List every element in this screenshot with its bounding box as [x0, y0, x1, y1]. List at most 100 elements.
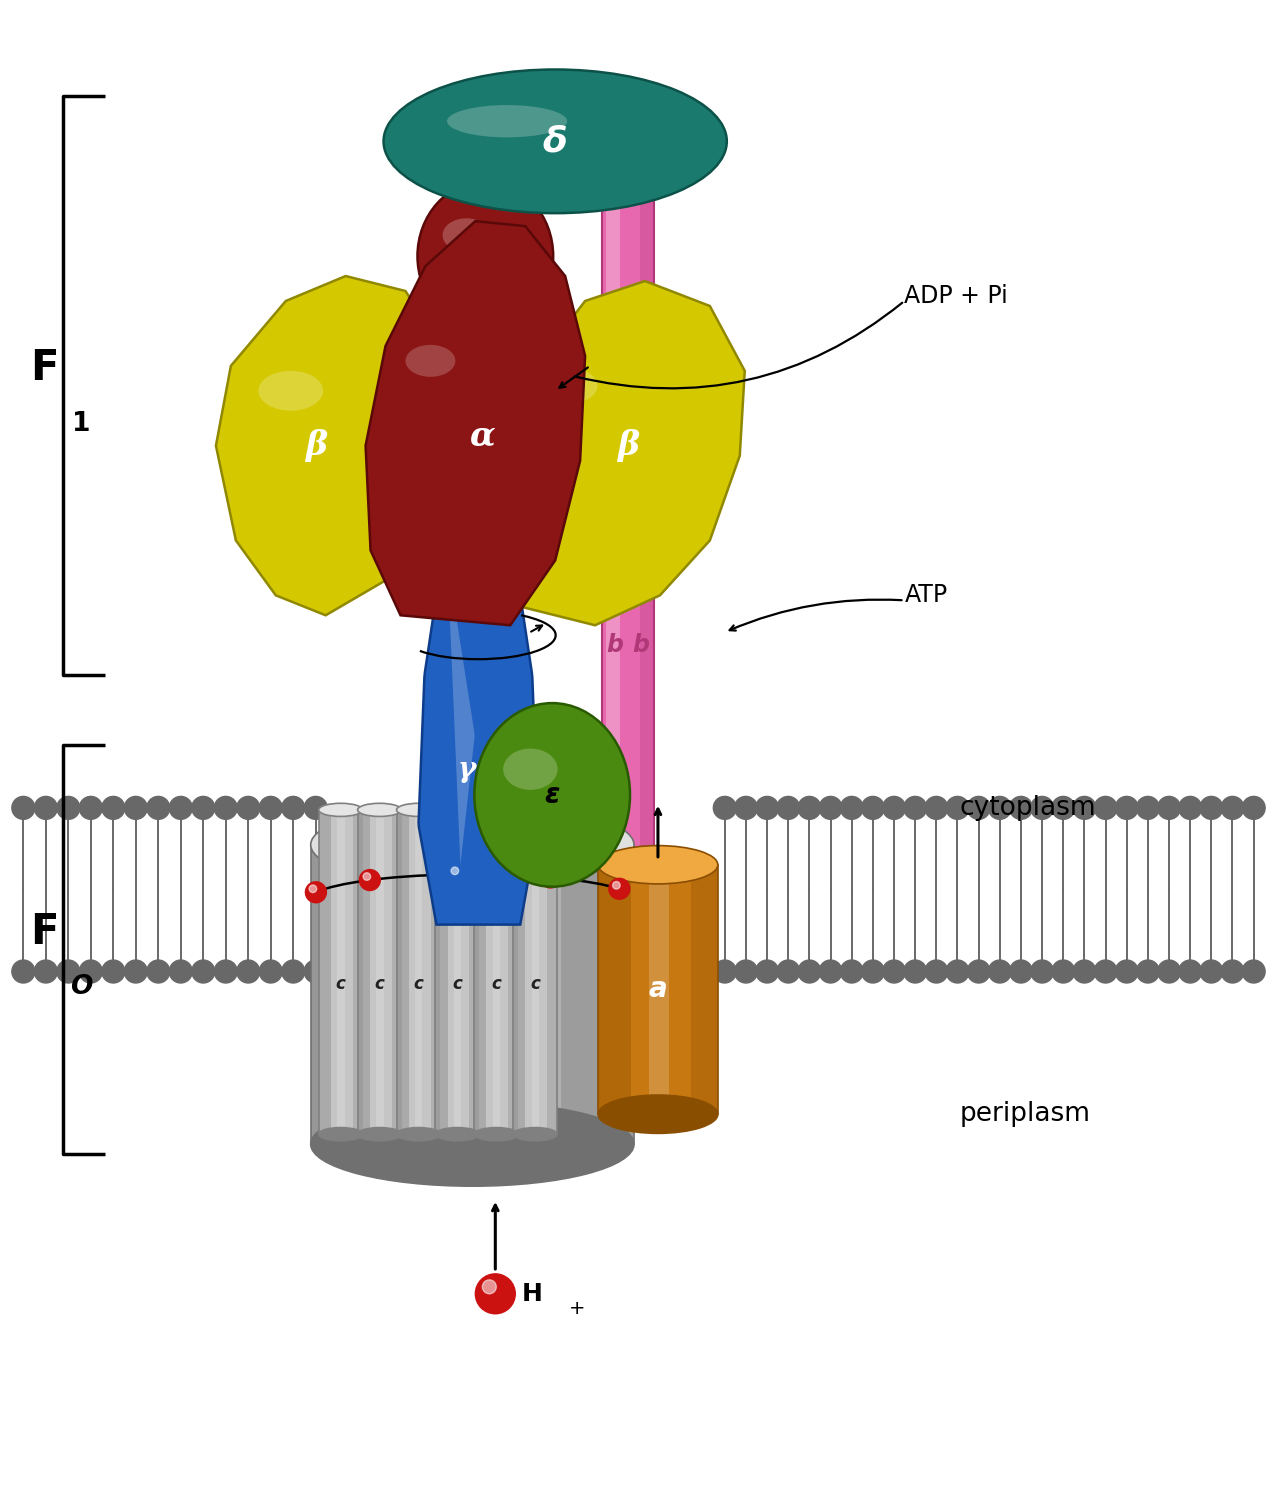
Circle shape	[862, 960, 885, 982]
Circle shape	[1221, 796, 1244, 819]
Ellipse shape	[383, 69, 727, 213]
Circle shape	[1200, 796, 1223, 819]
Circle shape	[281, 960, 304, 982]
Circle shape	[612, 882, 620, 890]
Ellipse shape	[358, 804, 401, 816]
Circle shape	[1221, 960, 1244, 982]
Circle shape	[11, 960, 34, 982]
Text: c: c	[491, 975, 502, 993]
Circle shape	[1051, 796, 1074, 819]
Polygon shape	[435, 810, 480, 1134]
Circle shape	[169, 796, 192, 819]
Circle shape	[1051, 960, 1074, 982]
Polygon shape	[691, 864, 718, 1114]
Circle shape	[1200, 960, 1223, 982]
Circle shape	[1031, 796, 1054, 819]
Polygon shape	[493, 810, 500, 1134]
Ellipse shape	[418, 182, 554, 332]
Polygon shape	[353, 810, 363, 1134]
Polygon shape	[649, 864, 668, 1114]
Circle shape	[756, 796, 779, 819]
Circle shape	[1242, 960, 1265, 982]
Circle shape	[819, 796, 841, 819]
Polygon shape	[318, 810, 363, 1134]
Ellipse shape	[513, 1128, 558, 1140]
Circle shape	[304, 796, 327, 819]
Circle shape	[988, 960, 1011, 982]
Circle shape	[363, 873, 370, 880]
Polygon shape	[447, 561, 475, 864]
Circle shape	[146, 796, 169, 819]
Ellipse shape	[311, 1102, 634, 1186]
Circle shape	[882, 960, 905, 982]
Ellipse shape	[318, 804, 363, 816]
Circle shape	[11, 796, 34, 819]
Circle shape	[304, 960, 327, 982]
Polygon shape	[435, 810, 448, 1134]
Circle shape	[540, 867, 561, 888]
Polygon shape	[365, 220, 586, 626]
Circle shape	[756, 960, 779, 982]
Circle shape	[840, 796, 863, 819]
Circle shape	[214, 960, 237, 982]
Circle shape	[1157, 796, 1180, 819]
Circle shape	[34, 796, 57, 819]
Circle shape	[608, 879, 630, 900]
Polygon shape	[513, 810, 526, 1134]
Polygon shape	[475, 810, 486, 1134]
Text: c: c	[452, 975, 462, 993]
Ellipse shape	[311, 802, 634, 886]
Text: F: F	[29, 910, 59, 952]
Circle shape	[359, 870, 381, 891]
Polygon shape	[358, 810, 369, 1134]
Text: b: b	[633, 633, 649, 657]
Circle shape	[1073, 960, 1096, 982]
Ellipse shape	[513, 804, 558, 816]
Circle shape	[882, 796, 905, 819]
Circle shape	[1094, 960, 1116, 982]
Circle shape	[475, 1274, 516, 1314]
Circle shape	[281, 796, 304, 819]
Circle shape	[1009, 796, 1032, 819]
Polygon shape	[454, 810, 461, 1134]
Polygon shape	[396, 810, 440, 1134]
Circle shape	[1073, 796, 1096, 819]
Circle shape	[1179, 960, 1202, 982]
Text: a: a	[648, 975, 667, 1004]
Text: δ: δ	[542, 124, 568, 159]
Polygon shape	[508, 810, 518, 1134]
Text: β: β	[617, 429, 639, 462]
Circle shape	[1137, 796, 1160, 819]
Text: cytoplasm: cytoplasm	[960, 795, 1096, 820]
Circle shape	[237, 960, 260, 982]
Circle shape	[57, 796, 80, 819]
Polygon shape	[448, 844, 502, 1144]
Text: O: O	[70, 975, 93, 1000]
Polygon shape	[513, 810, 558, 1134]
Text: c: c	[531, 975, 540, 993]
Polygon shape	[505, 280, 745, 626]
Polygon shape	[598, 864, 718, 1114]
Ellipse shape	[435, 804, 480, 816]
Text: F: F	[29, 346, 59, 388]
Polygon shape	[547, 810, 558, 1134]
Ellipse shape	[475, 704, 630, 886]
Text: γ: γ	[457, 756, 476, 783]
Circle shape	[306, 882, 326, 903]
Circle shape	[735, 960, 757, 982]
Circle shape	[1115, 796, 1138, 819]
Polygon shape	[640, 147, 654, 939]
Text: periplasm: periplasm	[960, 1101, 1090, 1126]
Circle shape	[260, 960, 283, 982]
Circle shape	[777, 796, 799, 819]
Ellipse shape	[542, 369, 597, 404]
Text: +: +	[569, 1299, 586, 1318]
Circle shape	[925, 960, 948, 982]
Text: b: b	[607, 633, 624, 657]
Ellipse shape	[318, 1128, 363, 1140]
Polygon shape	[392, 810, 401, 1134]
Text: H: H	[521, 1282, 542, 1306]
Circle shape	[713, 960, 736, 982]
Circle shape	[102, 796, 125, 819]
Text: 1: 1	[73, 411, 90, 436]
